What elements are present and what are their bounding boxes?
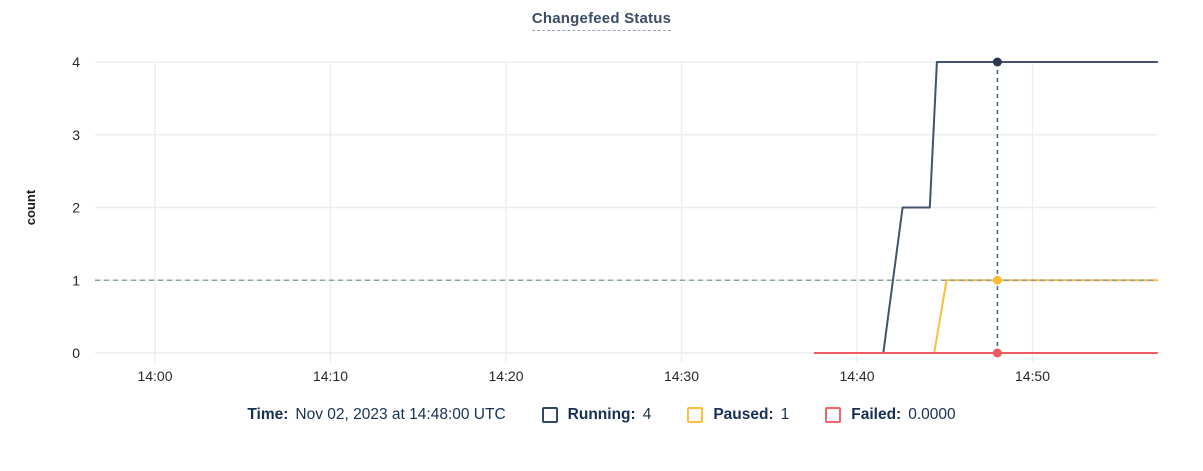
- running-value: 4: [642, 406, 652, 423]
- crosshair-dot-running: [992, 57, 1002, 67]
- crosshair-dot-failed: [992, 348, 1002, 358]
- y-tick-label: 0: [72, 345, 80, 361]
- y-tick-label: 1: [72, 272, 80, 288]
- x-tick-label: 14:50: [1015, 368, 1050, 384]
- changefeed-status-plot-area[interactable]: 0 1 2 3 4 14:00 14:10 14:20 14:30 14:40 14:50 count: [0, 0, 1203, 400]
- legend-time: Time: Nov 02, 2023 at 14:48:00 UTC: [247, 406, 505, 424]
- failed-value: 0.0000: [908, 406, 956, 423]
- crosshair-dot-paused: [992, 275, 1002, 285]
- x-tick-label: 14:00: [137, 368, 172, 384]
- paused-swatch-icon: [687, 407, 704, 423]
- chart-header: Changefeed Status: [0, 10, 1203, 31]
- y-tick-label: 4: [72, 54, 80, 70]
- y-tick-label: 2: [72, 200, 80, 216]
- x-tick-label: 14:40: [839, 368, 874, 384]
- failed-swatch-icon: [825, 407, 842, 423]
- legend-failed: Failed: 0.0000: [825, 406, 956, 424]
- x-tick-label: 14:30: [664, 368, 699, 384]
- time-label: Time:: [247, 406, 289, 423]
- legend-paused: Paused: 1: [687, 406, 789, 424]
- running-label: Running:: [567, 406, 636, 423]
- series-line-paused: [813, 279, 1159, 354]
- paused-label: Paused:: [713, 406, 774, 423]
- time-value: Nov 02, 2023 at 14:48:00 UTC: [295, 406, 506, 423]
- chart-title[interactable]: Changefeed Status: [531, 10, 672, 31]
- y-tick-label: 3: [72, 127, 80, 143]
- legend-running: Running: 4: [541, 406, 652, 424]
- failed-label: Failed:: [851, 406, 902, 423]
- paused-value: 1: [780, 406, 790, 423]
- x-tick-label: 14:20: [488, 368, 523, 384]
- y-axis-label: count: [23, 189, 38, 225]
- chart-footer-legend: Time: Nov 02, 2023 at 14:48:00 UTC Runni…: [0, 406, 1203, 424]
- running-swatch-icon: [541, 407, 558, 423]
- x-tick-label: 14:10: [313, 368, 348, 384]
